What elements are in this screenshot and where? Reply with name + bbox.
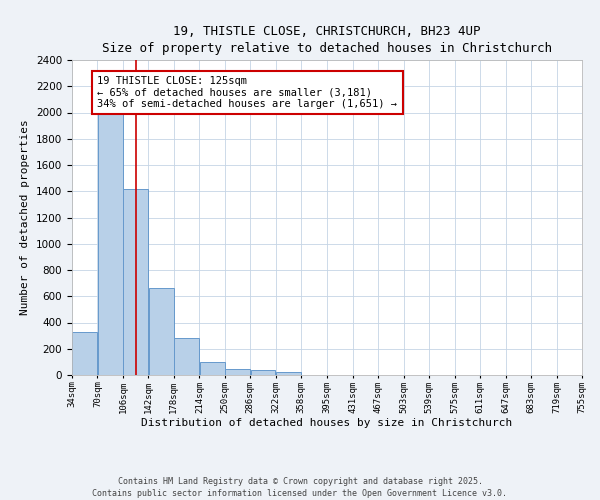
Text: 19 THISTLE CLOSE: 125sqm
← 65% of detached houses are smaller (3,181)
34% of sem: 19 THISTLE CLOSE: 125sqm ← 65% of detach…: [97, 76, 397, 109]
Bar: [98, 112, 122, 375]
Bar: [174, 338, 199, 375]
Bar: [225, 369, 250, 375]
Bar: [149, 288, 173, 375]
Bar: [72, 332, 97, 375]
Bar: [123, 188, 148, 375]
Text: Contains HM Land Registry data © Crown copyright and database right 2025.
Contai: Contains HM Land Registry data © Crown c…: [92, 476, 508, 498]
Bar: [200, 362, 224, 375]
Bar: [276, 372, 301, 375]
X-axis label: Distribution of detached houses by size in Christchurch: Distribution of detached houses by size …: [142, 418, 512, 428]
Y-axis label: Number of detached properties: Number of detached properties: [20, 120, 31, 316]
Bar: [251, 370, 275, 375]
Title: 19, THISTLE CLOSE, CHRISTCHURCH, BH23 4UP
Size of property relative to detached : 19, THISTLE CLOSE, CHRISTCHURCH, BH23 4U…: [102, 24, 552, 54]
